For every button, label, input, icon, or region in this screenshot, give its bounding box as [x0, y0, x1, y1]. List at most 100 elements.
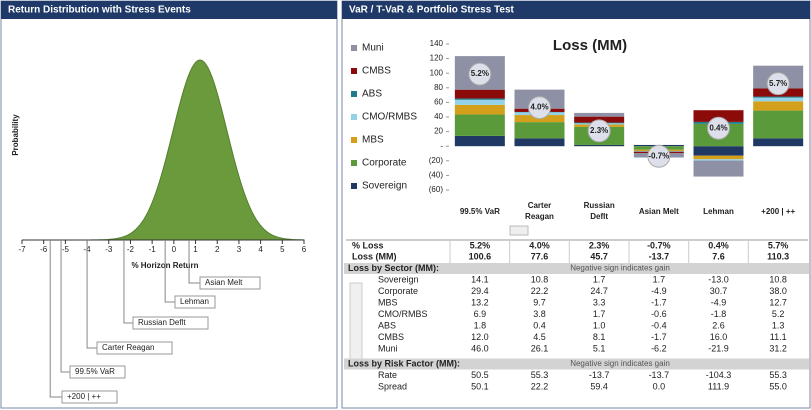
cell: 1.7: [593, 309, 606, 319]
y-tick-label: (20): [429, 156, 444, 165]
cell: 55.3: [531, 370, 549, 380]
event-box: [199, 276, 261, 290]
x-tick-label: -1: [149, 245, 157, 254]
cell: 1.7: [593, 274, 606, 284]
right-panel: [341, 0, 811, 409]
cell: -1.7: [651, 332, 667, 342]
section-title: Loss by Risk Factor (MM):: [348, 358, 460, 368]
scroll-handle[interactable]: [509, 225, 529, 236]
legend-label: CMO/RMBS: [362, 112, 417, 123]
event-box: [69, 365, 126, 379]
event-label: 99.5% VaR: [75, 367, 115, 376]
legend-swatch: [351, 160, 357, 166]
pct-bubble: [528, 96, 551, 120]
section-note: Negative sign indicates gain: [570, 359, 670, 368]
bar-segment: [514, 138, 565, 147]
cell: 5.7%: [768, 240, 789, 250]
pct-bubble: [766, 72, 790, 96]
bar-segment: [514, 122, 565, 139]
cell: -13.7: [649, 370, 670, 380]
event-label: Asian Melt: [205, 278, 243, 287]
legend-swatch: [351, 137, 357, 143]
y-tick-label: 140: [430, 39, 444, 48]
bar-segment: [454, 98, 505, 100]
x-tick-label: -6: [40, 245, 48, 254]
cell: -6.2: [651, 343, 667, 353]
bar-segment: [454, 135, 505, 147]
row-label: MBS: [378, 297, 398, 307]
cell: 0.4%: [708, 240, 729, 250]
bar-segment: [753, 96, 804, 98]
right-title: VaR / T-VaR & Portfolio Stress Test: [349, 5, 515, 16]
left-title: Return Distribution with Stress Events: [8, 5, 191, 16]
cell: 1.3: [772, 320, 785, 330]
cell: 13.2: [471, 297, 489, 307]
cell: 1.8: [474, 320, 487, 330]
left-header: [1, 1, 337, 19]
section-note: Negative sign indicates gain: [570, 264, 670, 273]
legend-swatch: [351, 68, 357, 74]
event-box: [96, 341, 173, 355]
cell: 11.1: [770, 332, 787, 342]
row-label: Loss (MM): [352, 251, 397, 261]
cell: 5.2%: [470, 240, 491, 250]
bar-segment: [454, 89, 505, 99]
legend-label: Corporate: [362, 158, 407, 169]
row-label: CMBS: [378, 332, 404, 342]
bar-segment: [454, 99, 505, 105]
cell: 55.3: [769, 370, 787, 380]
event-leader: [188, 240, 200, 284]
event-leader: [123, 240, 133, 324]
cell: -104.3: [706, 370, 732, 380]
cell: 0.0: [653, 381, 666, 391]
x-tick-label: 2: [215, 245, 220, 254]
event-leader: [60, 240, 70, 373]
category-label: +200 | ++: [761, 207, 795, 216]
x-tick-label: 3: [237, 245, 242, 254]
cell: 16.0: [710, 332, 728, 342]
cell: -13.0: [708, 274, 729, 284]
bar-segment: [753, 97, 804, 102]
x-tick-label: 5: [280, 245, 285, 254]
cell: -1.7: [651, 297, 667, 307]
cell: 2.6: [712, 320, 725, 330]
category-label: Lehman: [703, 207, 734, 216]
bar-segment: [693, 155, 744, 160]
row-label: Spread: [378, 381, 407, 391]
pct-bubble-label: 4.0%: [530, 103, 548, 112]
cell: 29.4: [471, 286, 489, 296]
x-tick-label: -7: [18, 245, 26, 254]
cell: 10.8: [769, 274, 787, 284]
bar-segment: [753, 110, 804, 139]
event-box: [174, 295, 216, 309]
y-tick-label: (40): [429, 171, 444, 180]
category-label: Asian Melt: [639, 207, 679, 216]
legend-label: Sovereign: [362, 181, 407, 192]
scrollbar[interactable]: [349, 282, 363, 364]
x-tick-label: -2: [127, 245, 135, 254]
bar-segment: [574, 144, 625, 147]
cell: 5.2: [772, 309, 785, 319]
row-label: Sovereign: [378, 274, 419, 284]
legend-label: CMBS: [362, 66, 391, 77]
row-label: Rate: [378, 370, 397, 380]
cell: -4.9: [711, 297, 727, 307]
section-header: [344, 263, 809, 274]
pct-bubble-label: 2.3%: [590, 126, 608, 135]
event-box: [61, 390, 118, 404]
pct-bubble-label: 0.4%: [709, 123, 727, 132]
category-label: Russian Deflt: [584, 201, 615, 221]
event-box: [132, 316, 209, 330]
x-tick-label: 0: [172, 245, 177, 254]
cell: 5.1: [593, 343, 606, 353]
bar-segment: [693, 159, 744, 161]
cell: 59.4: [590, 381, 608, 391]
cell: 77.6: [531, 251, 549, 261]
row-label: Corporate: [378, 286, 418, 296]
cell: -1.8: [711, 309, 727, 319]
right-header: [342, 1, 810, 19]
row-label: Muni: [378, 343, 398, 353]
cell: 8.1: [593, 332, 606, 342]
bar-segment: [454, 104, 505, 115]
cell: 46.0: [471, 343, 489, 353]
